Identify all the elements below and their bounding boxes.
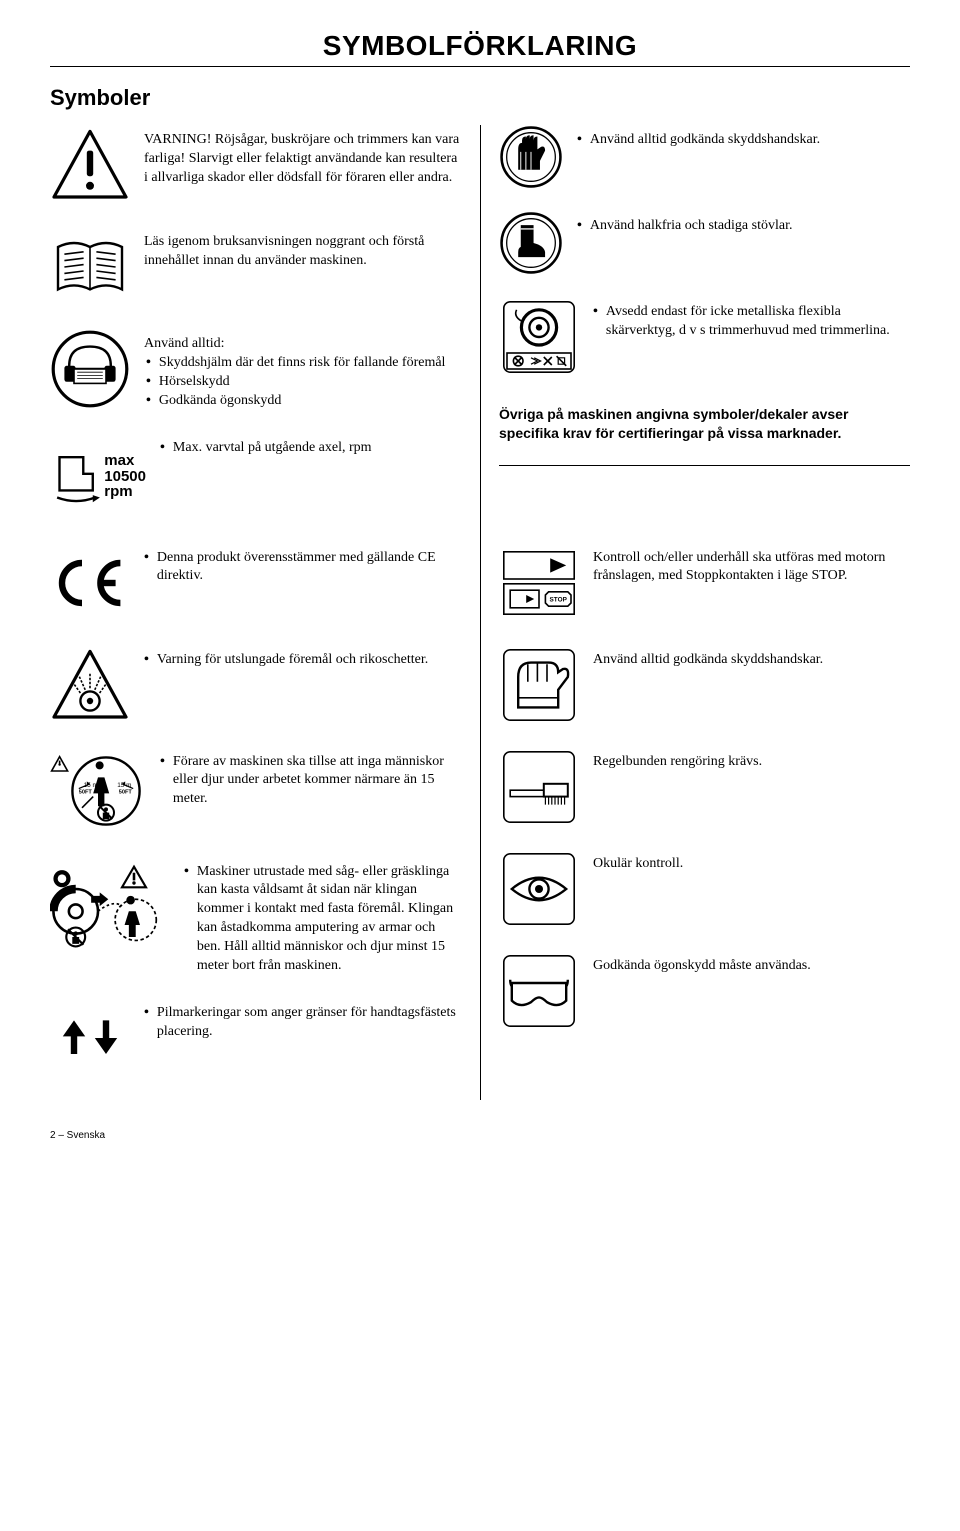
goggles-text: Godkända ögonskydd måste användas. <box>593 951 811 976</box>
row-ce: Denna produkt överensstämmer med gälland… <box>50 543 462 623</box>
gloves-circle-icon <box>499 125 563 189</box>
symbols-heading: Symboler <box>50 85 910 111</box>
row-rpm: max 10500 rpm Max. varvtal på utgående a… <box>50 433 462 521</box>
row-eye: Okulär kontroll. <box>499 849 910 929</box>
gloves2-text: Använd alltid godkända skydds­handskar. <box>593 645 823 670</box>
dist-50ft-left: 50FT <box>79 789 93 795</box>
dist-50ft-right: 50FT <box>119 789 133 795</box>
upper-columns: VARNING! Röjsågar, buskröjare och trimme… <box>50 125 910 543</box>
boots-text: Använd halkfria och stadiga stövlar. <box>590 217 793 236</box>
mid-divider <box>499 465 910 466</box>
row-distance: 15 m 15 m 50FT 50FT Förare av maskinen s… <box>50 747 462 835</box>
stop-text: Kontroll och/eller underhåll ska utföras… <box>593 543 910 587</box>
row-other-symbols: Övriga på maskinen angivna symboler/deka… <box>499 399 910 443</box>
kickback-text: Maskiner utrustade med såg- eller gräskl… <box>197 863 462 976</box>
eye-inspection-icon <box>499 849 579 929</box>
page-footer: 2 – Svenska <box>50 1130 910 1141</box>
debris-warning-icon <box>50 645 130 725</box>
safety-goggles-icon <box>499 951 579 1031</box>
gloves-text: Använd alltid godkända skyddshandskar. <box>590 131 820 150</box>
row-gloves: Använd alltid godkända skyddshandskar. <box>499 125 910 189</box>
gloves-box-icon <box>499 645 579 725</box>
lower-left-column: Denna produkt överensstämmer med gälland… <box>50 543 480 1100</box>
trimmer-head-icon <box>499 297 579 377</box>
boots-circle-icon <box>499 211 563 275</box>
ce-text: Denna produkt överensstämmer med gälland… <box>157 549 462 587</box>
ppe-eye-text: Godkända ögonskydd <box>159 392 282 411</box>
row-gloves2: Använd alltid godkända skydds­handskar. <box>499 645 910 725</box>
page-title: SYMBOLFÖRKLARING <box>50 30 910 66</box>
manual-book-icon <box>50 227 130 307</box>
ppe-intro: Använd alltid: <box>144 335 445 354</box>
row-trimmer-head: Avsedd endast för icke metalliska flexib… <box>499 297 910 377</box>
up-down-arrows-icon <box>50 998 130 1078</box>
upper-right-column: Använd alltid godkända skyddshandskar. A… <box>480 125 910 543</box>
row-manual: Läs igenom bruksanvisningen noggrant och… <box>50 227 462 307</box>
row-ppe: Använd alltid: Skyddshjälm där det finns… <box>50 329 462 411</box>
row-goggles: Godkända ögonskydd måste användas. <box>499 951 910 1031</box>
rpm-text: Max. varvtal på utgående axel, rpm <box>173 439 372 458</box>
title-underline <box>50 66 910 67</box>
kickback-icon <box>50 857 170 957</box>
keep-distance-icon: 15 m 15 m 50FT 50FT <box>50 747 146 835</box>
cleaning-brush-icon <box>499 747 579 827</box>
row-warning: VARNING! Röjsågar, buskröjare och trimme… <box>50 125 462 205</box>
lower-columns: Denna produkt överensstämmer med gälland… <box>50 543 910 1100</box>
other-symbols-note: Övriga på maskinen angivna symboler/deka… <box>499 399 910 443</box>
row-debris: Varning för utslungade föremål och rikos… <box>50 645 462 725</box>
row-stop: STOP Kontroll och/eller underhåll ska ut… <box>499 543 910 623</box>
distance-text: Förare av maskinen ska tillse att inga m… <box>173 753 462 810</box>
row-brush: Regelbunden rengöring krävs. <box>499 747 910 827</box>
stop-label: STOP <box>550 596 568 603</box>
rpm-icon: max 10500 rpm <box>50 433 146 521</box>
ce-mark-icon <box>50 543 130 623</box>
trimmer-head-text: Avsedd endast för icke metalliska flexib… <box>606 303 910 341</box>
lower-right-column: STOP Kontroll och/eller underhåll ska ut… <box>480 543 910 1100</box>
stop-switch-icon: STOP <box>499 543 579 623</box>
rpm-max-label: max <box>104 453 146 469</box>
upper-left-column: VARNING! Röjsågar, buskröjare och trimme… <box>50 125 480 543</box>
rpm-value-label: 10500 rpm <box>104 469 146 501</box>
brush-text: Regelbunden rengöring krävs. <box>593 747 762 772</box>
ppe-text: Använd alltid: Skyddshjälm där det finns… <box>144 329 445 411</box>
row-arrows: Pilmarkeringar som anger gränser för han… <box>50 998 462 1078</box>
ppe-ear-text: Hörselskydd <box>159 373 230 392</box>
arrows-text: Pilmarkeringar som anger gränser för han… <box>157 1004 462 1042</box>
ppe-helmet-text: Skyddshjälm där det finns risk för falla… <box>159 354 446 373</box>
row-boots: Använd halkfria och stadiga stövlar. <box>499 211 910 275</box>
ppe-helmet-icon <box>50 329 130 409</box>
warning-triangle-icon <box>50 125 130 205</box>
debris-text: Varning för utslungade föremål och rikos… <box>157 651 428 670</box>
warning-text: VARNING! Röjsågar, buskröjare och trimme… <box>144 125 462 188</box>
eye-text: Okulär kontroll. <box>593 849 683 874</box>
row-kickback: Maskiner utrustade med såg- eller gräskl… <box>50 857 462 976</box>
manual-text: Läs igenom bruksanvisningen noggrant och… <box>144 227 462 271</box>
